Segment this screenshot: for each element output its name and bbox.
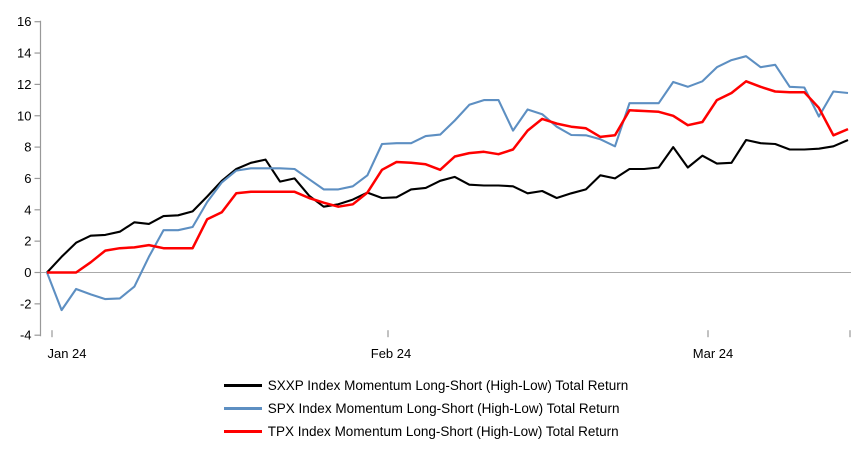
legend-swatch-tpx-line — [223, 430, 262, 433]
legend-item-sxxp: SXXP Index Momentum Long-Short (High-Low… — [223, 374, 629, 397]
legend-swatch-sxxp-line — [223, 384, 262, 387]
x-axis-label: Jan 24 — [47, 346, 86, 361]
y-axis-label: 14 — [17, 46, 31, 61]
legend: SXXP Index Momentum Long-Short (High-Low… — [0, 374, 852, 443]
y-axis-label: -2 — [20, 296, 32, 311]
legend-items: SXXP Index Momentum Long-Short (High-Low… — [223, 374, 629, 443]
y-axis-label: 6 — [24, 171, 31, 186]
y-axis-label: 2 — [24, 234, 31, 249]
y-axis-label: -4 — [20, 328, 32, 343]
series-line-sxxp — [46, 138, 849, 274]
legend-label-tpx: TPX Index Momentum Long-Short (High-Low)… — [267, 424, 619, 439]
legend-item-tpx: TPX Index Momentum Long-Short (High-Low)… — [223, 420, 619, 443]
legend-item-spx: SPX Index Momentum Long-Short (High-Low)… — [223, 397, 620, 420]
legend-label-spx: SPX Index Momentum Long-Short (High-Low)… — [267, 401, 620, 416]
legend-swatch-spx-line — [223, 407, 262, 410]
series-line-spx — [46, 55, 849, 312]
x-axis-label: Feb 24 — [371, 346, 411, 361]
y-axis-label: 10 — [17, 108, 31, 123]
y-axis-label: 16 — [17, 14, 31, 29]
y-axis-label: 0 — [24, 265, 31, 280]
series-line-tpx — [47, 80, 849, 274]
x-axis-label: Mar 24 — [693, 346, 733, 361]
legend-label-sxxp: SXXP Index Momentum Long-Short (High-Low… — [267, 378, 629, 393]
y-axis-label: 4 — [24, 202, 31, 217]
y-axis-label: 8 — [24, 140, 31, 155]
y-axis-label: 12 — [17, 77, 31, 92]
